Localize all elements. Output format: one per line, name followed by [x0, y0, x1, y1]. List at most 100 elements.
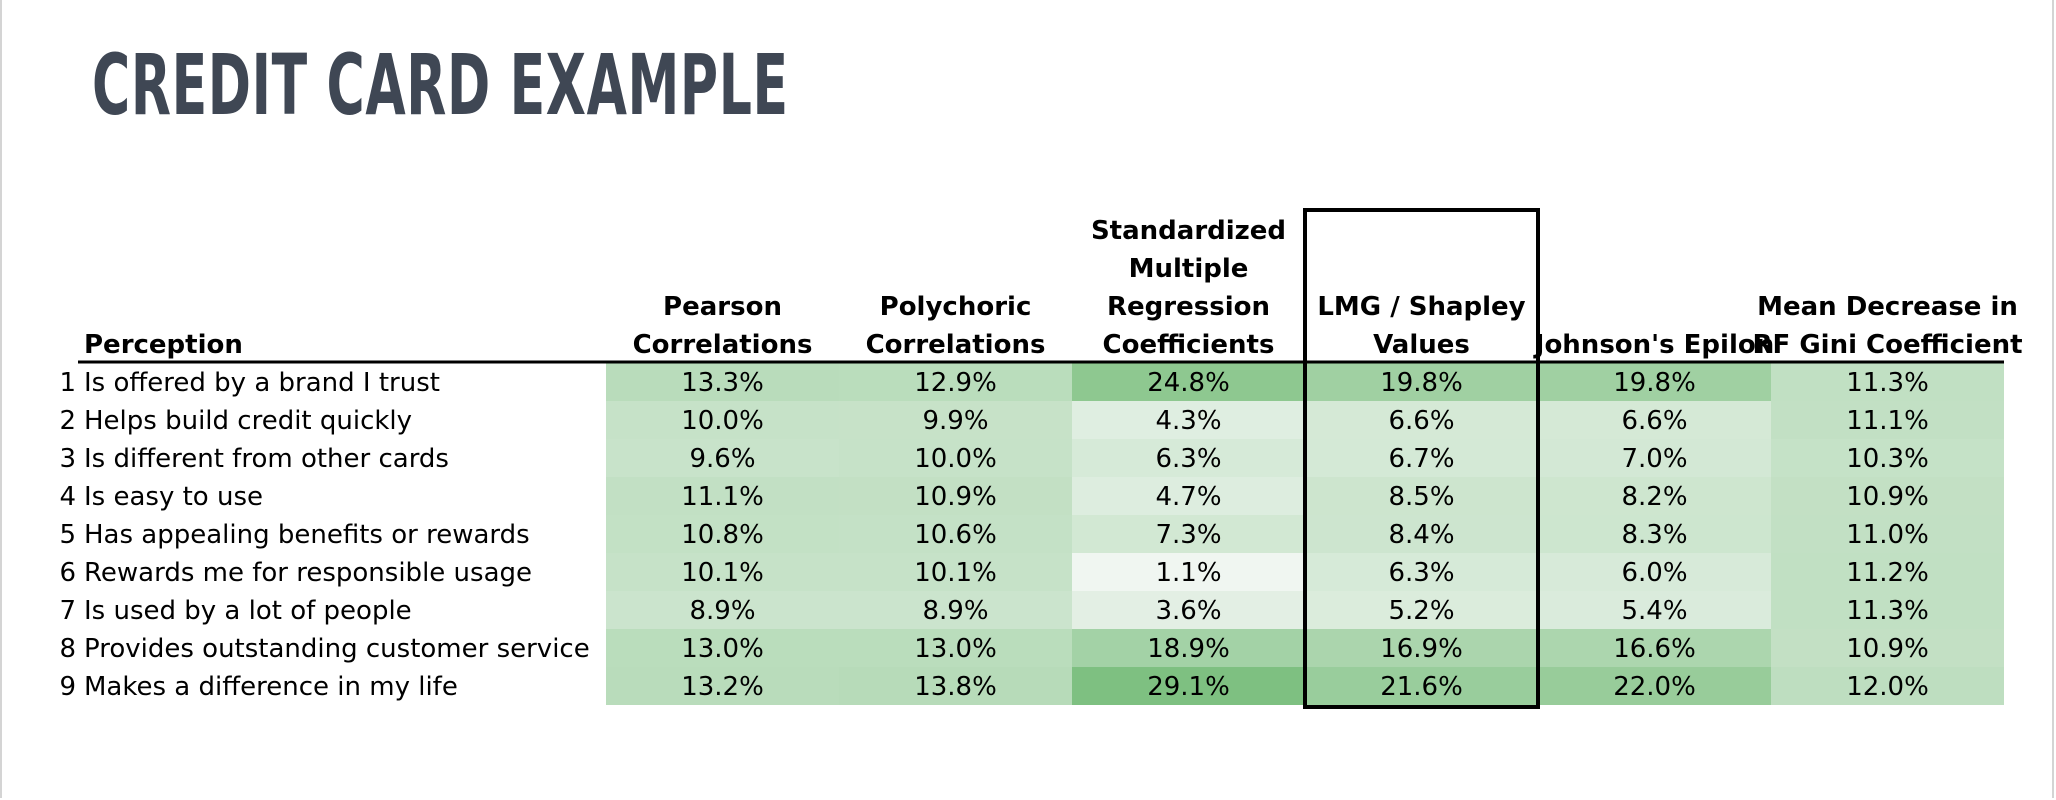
cell-value: 16.6% [1613, 634, 1696, 664]
cell-value: 8.2% [1621, 482, 1687, 512]
cell-value: 10.9% [1846, 482, 1929, 512]
heatmap-cell [1771, 515, 2004, 553]
cell-value: 11.0% [1846, 520, 1929, 550]
heatmap-cells [606, 363, 2004, 705]
cell-value: 8.9% [689, 596, 755, 626]
row-number: 4 [59, 482, 76, 512]
cell-value: 13.3% [681, 368, 764, 398]
heatmap-cell [1538, 439, 1771, 477]
cell-value: 16.9% [1380, 634, 1463, 664]
cell-value: 3.6% [1155, 596, 1221, 626]
column-header-0-line-0: Pearson [663, 292, 782, 322]
heatmap-cell [606, 515, 839, 553]
cell-value: 10.9% [1846, 634, 1929, 664]
heatmap-cell [606, 363, 839, 401]
cell-value: 12.0% [1846, 672, 1929, 702]
cell-value: 10.0% [681, 406, 764, 436]
heatmap-cell [606, 401, 839, 439]
cell-value: 10.3% [1846, 444, 1929, 474]
heatmap-cell [1771, 667, 2004, 705]
heatmap-cell [1538, 477, 1771, 515]
cell-value: 8.5% [1388, 482, 1454, 512]
cell-value: 6.3% [1155, 444, 1221, 474]
cell-value: 8.3% [1621, 520, 1687, 550]
heatmap-cell [1771, 477, 2004, 515]
heatmap-cell [1072, 363, 1305, 401]
heatmap-cell [1538, 629, 1771, 667]
column-header-2-line-1: Multiple [1129, 254, 1249, 284]
row-number: 3 [59, 444, 76, 474]
cell-value: 11.2% [1846, 558, 1929, 588]
cell-value: 7.0% [1621, 444, 1687, 474]
cell-values: 13.3% 12.9% 24.8% 19.8% 19.8% 11.3% 10.0% 9.9% 4… [681, 368, 1929, 702]
heatmap-cell [1538, 363, 1771, 401]
heatmap-cell [1305, 363, 1538, 401]
row-label: Has appealing benefits or rewards [84, 520, 530, 550]
heatmap-cell [839, 363, 1072, 401]
heatmap-cell [1305, 629, 1538, 667]
heatmap-cell [1538, 401, 1771, 439]
heatmap-cell [1771, 629, 2004, 667]
cell-value: 22.0% [1613, 672, 1696, 702]
cell-value: 10.6% [914, 520, 997, 550]
cell-value: 11.3% [1846, 368, 1929, 398]
heatmap-cell [839, 515, 1072, 553]
column-header-5-line-1: RF Gini Coefficient [1752, 330, 2022, 360]
cell-value: 13.8% [914, 672, 997, 702]
heatmap-cell [1771, 363, 2004, 401]
row-header-perception: Perception [84, 330, 243, 360]
cell-value: 6.7% [1388, 444, 1454, 474]
heatmap-cell [1305, 515, 1538, 553]
row-number: 9 [59, 672, 76, 702]
heatmap-cell [606, 439, 839, 477]
cell-value: 19.8% [1380, 368, 1463, 398]
heatmap-cell [606, 553, 839, 591]
row-number: 8 [59, 634, 76, 664]
row-label: Helps build credit quickly [84, 406, 412, 436]
row-label: Is used by a lot of people [84, 596, 412, 626]
cell-value: 13.0% [914, 634, 997, 664]
heatmap-cell [1072, 401, 1305, 439]
cell-value: 11.1% [1846, 406, 1929, 436]
row-label: Is offered by a brand I trust [84, 368, 440, 398]
row-label: Provides outstanding customer service [84, 634, 590, 664]
column-header-2-line-0: Standardized [1091, 216, 1286, 246]
heatmap-cell [839, 439, 1072, 477]
row-labels: 1 Is offered by a brand I trust 2 Helps bui… [59, 368, 589, 702]
cell-value: 8.9% [922, 596, 988, 626]
heatmap-cell [839, 591, 1072, 629]
column-header-2-line-2: Regression [1107, 292, 1270, 322]
heatmap-cell [1072, 553, 1305, 591]
heatmap-cell [606, 477, 839, 515]
heatmap-cell [1072, 439, 1305, 477]
cell-value: 29.1% [1147, 672, 1230, 702]
page-title: CREDIT CARD EXAMPLE [92, 36, 789, 134]
heatmap-cell [1072, 477, 1305, 515]
cell-value: 11.3% [1846, 596, 1929, 626]
heatmap-cell [1305, 667, 1538, 705]
heatmap-cell [606, 591, 839, 629]
highlight-box-lmg-shapley [1303, 208, 1540, 709]
heatmap-cell [839, 553, 1072, 591]
heatmap-cell [1771, 591, 2004, 629]
row-number: 1 [59, 368, 76, 398]
column-header-1-line-0: Polychoric [880, 292, 1032, 322]
row-label: Is different from other cards [84, 444, 449, 474]
heatmap-cell [1771, 553, 2004, 591]
cell-value: 4.7% [1155, 482, 1221, 512]
cell-value: 10.1% [681, 558, 764, 588]
column-header-5-line-0: Mean Decrease in [1757, 292, 2018, 322]
row-number: 6 [59, 558, 76, 588]
row-label: Is easy to use [84, 482, 263, 512]
heatmap-cell [1305, 553, 1538, 591]
column-header-4-line-0: Johnson's Epilon [1533, 330, 1774, 360]
cell-value: 8.4% [1388, 520, 1454, 550]
cell-value: 10.0% [914, 444, 997, 474]
heatmap-cell [839, 477, 1072, 515]
row-number: 7 [59, 596, 76, 626]
cell-value: 5.4% [1621, 596, 1687, 626]
heatmap-cell [1538, 667, 1771, 705]
cell-value: 19.8% [1613, 368, 1696, 398]
